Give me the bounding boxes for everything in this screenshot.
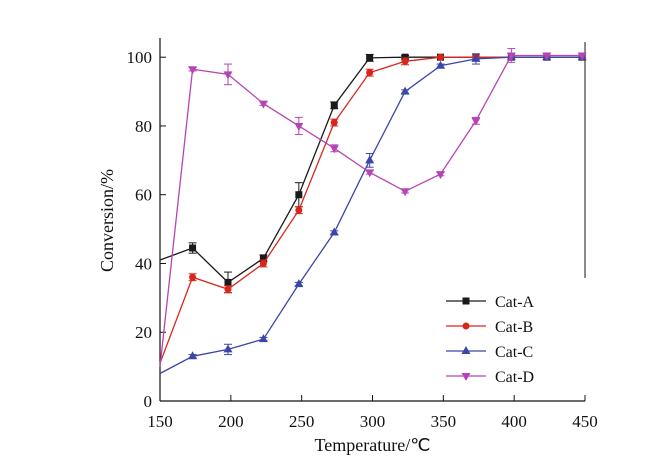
data-point	[542, 52, 552, 61]
legend-marker	[462, 322, 470, 330]
data-point	[189, 244, 197, 252]
series-layer	[159, 48, 587, 375]
legend-marker	[462, 297, 470, 305]
y-tick-label: 60	[135, 186, 152, 205]
legend: Cat-A Cat-B Cat-C Cat-D	[446, 294, 535, 386]
x-tick-label: 350	[431, 412, 457, 431]
data-point	[295, 191, 303, 199]
data-point	[188, 66, 198, 75]
data-point	[258, 334, 268, 343]
legend-marker	[461, 346, 471, 354]
legend-marker	[461, 373, 471, 381]
legend-label: Cat-A	[495, 294, 535, 311]
data-point	[401, 57, 409, 65]
data-point	[224, 285, 232, 293]
x-tick-label: 150	[147, 412, 173, 431]
data-point	[259, 259, 267, 267]
series-cat-a	[159, 53, 586, 294]
series-line	[159, 56, 583, 364]
data-point	[259, 254, 267, 262]
data-point	[295, 206, 303, 214]
data-point	[401, 53, 409, 61]
x-axis-title: Temperature/℃	[315, 435, 431, 455]
x-tick-label: 200	[218, 412, 244, 431]
y-tick-label: 80	[135, 117, 152, 136]
data-point	[400, 188, 410, 197]
y-tick-label: 40	[135, 254, 152, 273]
x-tick-label: 250	[289, 412, 315, 431]
data-point	[294, 122, 304, 131]
data-point	[436, 60, 445, 69]
data-point	[577, 52, 587, 61]
y-tick-label: 0	[144, 392, 153, 411]
data-point	[366, 69, 374, 77]
y-axis-title: Conversion/%	[97, 169, 117, 272]
y-tick-label: 100	[127, 48, 153, 67]
data-point	[330, 119, 338, 127]
data-point	[329, 145, 339, 154]
data-point	[506, 52, 516, 61]
data-point	[258, 100, 268, 109]
data-point	[224, 278, 232, 286]
legend-label: Cat-D	[495, 369, 534, 386]
x-tick-label: 450	[572, 412, 598, 431]
x-tick-label: 400	[501, 412, 527, 431]
data-point	[329, 227, 339, 236]
data-point	[188, 351, 198, 360]
data-point	[330, 101, 338, 109]
data-point	[366, 54, 374, 62]
data-point	[436, 171, 445, 180]
data-point	[365, 169, 375, 178]
data-point	[223, 344, 233, 353]
data-point	[365, 155, 375, 164]
data-point	[400, 86, 410, 95]
data-point	[294, 279, 304, 288]
data-point	[437, 53, 444, 61]
data-point	[189, 273, 197, 281]
y-tick-label: 20	[135, 323, 152, 342]
data-point	[471, 53, 481, 62]
series-cat-d	[159, 48, 587, 367]
series-cat-b	[159, 53, 586, 364]
x-tick-label: 300	[360, 412, 386, 431]
legend-label: Cat-B	[495, 319, 533, 336]
data-point	[223, 71, 233, 80]
axis-ticks: 150 200 250 300 350 400 450 0 20 40 60 80 100	[127, 48, 598, 431]
legend-label: Cat-C	[495, 344, 533, 361]
data-point	[471, 117, 481, 126]
